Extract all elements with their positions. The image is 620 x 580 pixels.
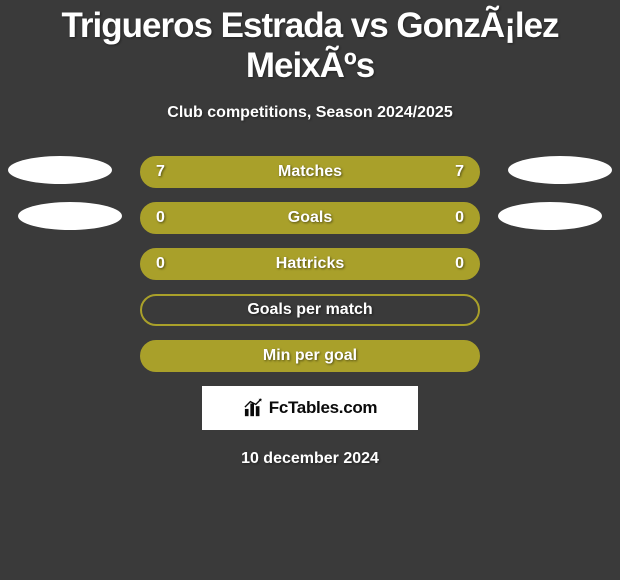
stat-row: 0 Goals 0 (0, 202, 620, 234)
stat-value-left: 0 (142, 209, 179, 227)
stat-bar: 0 Hattricks 0 (140, 248, 480, 280)
stat-row: Min per goal (0, 340, 620, 372)
stat-value-right: 0 (441, 255, 478, 273)
stat-bar: 7 Matches 7 (140, 156, 480, 188)
stat-label: Min per goal (263, 347, 357, 365)
stat-bar: Min per goal (140, 340, 480, 372)
stat-label: Matches (278, 163, 342, 181)
stat-value-left: 7 (142, 163, 179, 181)
player-marker-right (498, 202, 602, 230)
date-text: 10 december 2024 (0, 450, 620, 468)
stat-row: 0 Hattricks 0 (0, 248, 620, 280)
player-marker-left (18, 202, 122, 230)
stat-label: Hattricks (276, 255, 344, 273)
bar-chart-icon (243, 398, 265, 418)
stat-row: Goals per match (0, 294, 620, 326)
logo-box: FcTables.com (202, 386, 418, 430)
player-marker-right (508, 156, 612, 184)
player-marker-left (8, 156, 112, 184)
logo-text: FcTables.com (269, 398, 378, 418)
stat-bar: 0 Goals 0 (140, 202, 480, 234)
stat-rows: 7 Matches 7 0 Goals 0 0 Hattricks 0 Goals per mat… (0, 156, 620, 372)
stat-value-right: 0 (441, 209, 478, 227)
stat-row: 7 Matches 7 (0, 156, 620, 188)
stat-bar: Goals per match (140, 294, 480, 326)
stat-value-right: 7 (441, 163, 478, 181)
stat-label: Goals (288, 209, 332, 227)
stat-label: Goals per match (247, 301, 372, 319)
stat-value-left: 0 (142, 255, 179, 273)
subtitle: Club competitions, Season 2024/2025 (0, 104, 620, 122)
page-title: Trigueros Estrada vs GonzÃ¡lez MeixÃºs (0, 0, 620, 86)
